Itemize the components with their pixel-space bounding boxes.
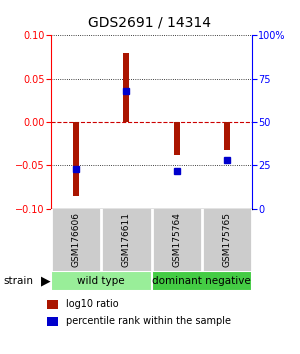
Bar <box>73 122 79 196</box>
Text: percentile rank within the sample: percentile rank within the sample <box>66 316 231 326</box>
Text: ▶: ▶ <box>40 275 50 287</box>
Bar <box>174 122 180 155</box>
Text: log10 ratio: log10 ratio <box>66 299 119 309</box>
Bar <box>51 271 152 291</box>
Text: dominant negative: dominant negative <box>152 276 251 286</box>
Text: GSM175764: GSM175764 <box>172 212 181 267</box>
Text: GSM175765: GSM175765 <box>222 212 231 267</box>
Text: GDS2691 / 14314: GDS2691 / 14314 <box>88 16 212 30</box>
Bar <box>224 122 230 150</box>
Bar <box>123 53 129 122</box>
Text: wild type: wild type <box>77 276 125 286</box>
Text: GSM176611: GSM176611 <box>122 212 131 267</box>
Bar <box>47 300 58 309</box>
Text: strain: strain <box>3 276 33 286</box>
Text: GSM176606: GSM176606 <box>72 212 81 267</box>
Bar <box>152 271 252 291</box>
Bar <box>47 317 58 326</box>
